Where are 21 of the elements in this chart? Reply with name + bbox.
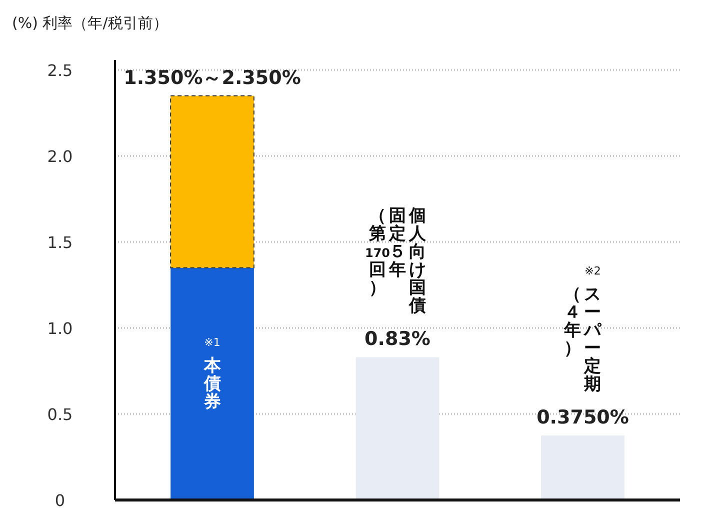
annotation: 固定５年 (388, 206, 406, 280)
y-tick-label: 1.5 (47, 233, 73, 252)
y-axis-title: (%) 利率（年/税引前） (12, 14, 168, 32)
annotation: ※1 (204, 336, 220, 349)
y-tick-label: 2.0 (47, 147, 73, 166)
x-tick-label: スーパー定期 (583, 284, 602, 394)
annotation: ※2 (584, 264, 601, 278)
bar (170, 95, 254, 268)
annotation: 1.350%～2.350% (124, 66, 301, 89)
bar (541, 436, 624, 500)
bar (356, 357, 440, 500)
data-label: 0.83% (364, 328, 430, 350)
data-label: 0.3750% (536, 406, 629, 428)
annotation: （４年） (563, 284, 582, 358)
y-tick-label: 0.5 (47, 405, 73, 424)
x-tick-label: 本債券 (202, 356, 222, 412)
y-tick-label: 2.5 (47, 61, 73, 80)
y-tick-label: 1.0 (47, 319, 73, 338)
bar (170, 268, 254, 500)
x-tick-label: 個人向け国債 (408, 206, 427, 316)
y-tick-label: 0 (54, 491, 66, 510)
